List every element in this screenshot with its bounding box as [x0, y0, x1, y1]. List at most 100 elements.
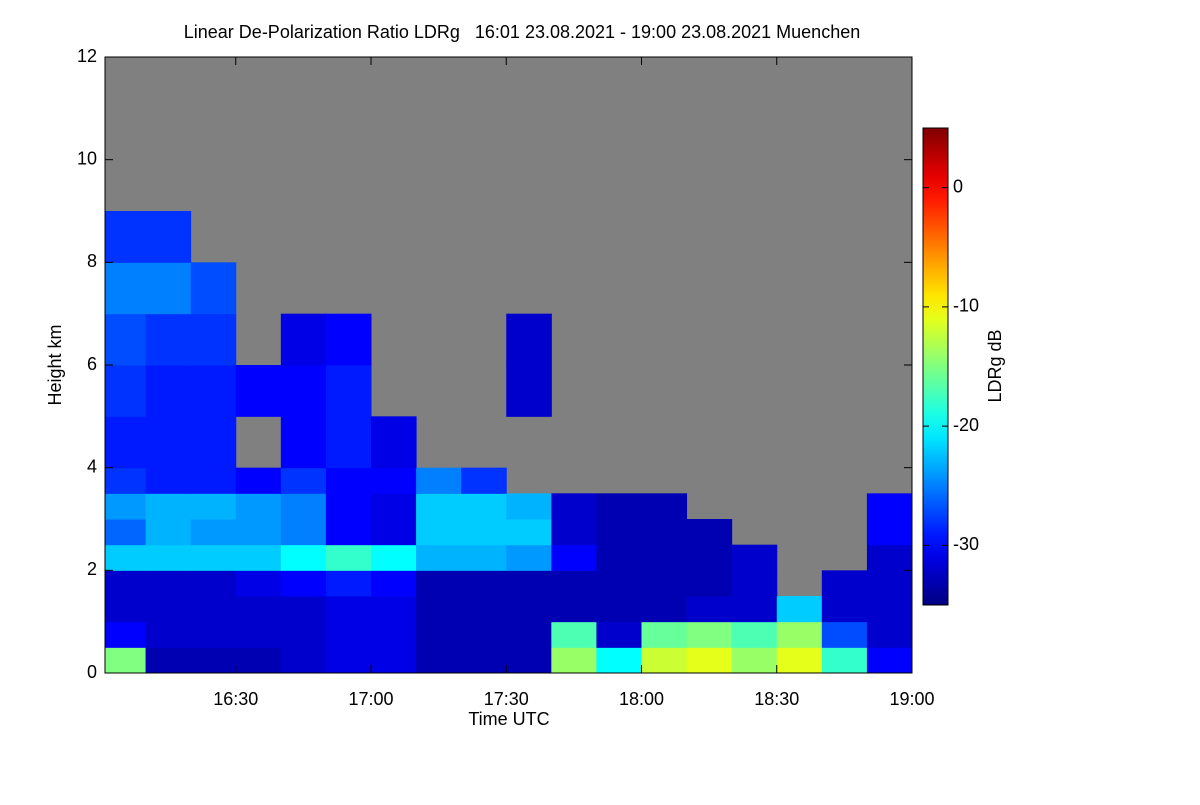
heatmap-cell: [641, 621, 688, 648]
heatmap-cell: [641, 596, 688, 623]
heatmap-cell: [641, 544, 688, 571]
heatmap-cell: [280, 647, 327, 674]
heatmap-cell: [190, 621, 237, 648]
heatmap-cell: [416, 621, 462, 648]
heatmap-cell: [190, 262, 237, 315]
heatmap-cell: [235, 544, 282, 571]
heatmap-cell: [370, 493, 417, 520]
heatmap-cell: [325, 519, 372, 546]
heatmap-cell: [145, 621, 192, 648]
heatmap-cell: [145, 493, 192, 520]
heatmap-cell: [551, 596, 597, 623]
heatmap-cell: [776, 621, 823, 648]
heatmap-cell: [416, 519, 462, 546]
heatmap-cell: [461, 519, 507, 546]
heatmap-cell: [105, 621, 147, 648]
heatmap-cell: [551, 519, 597, 546]
heatmap-cell: [325, 493, 372, 520]
heatmap-cell: [145, 544, 192, 571]
heatmap-cell: [416, 596, 462, 623]
heatmap-cell: [461, 647, 507, 674]
x-axis-label: Time UTC: [468, 709, 549, 729]
heatmap-cell: [596, 596, 642, 623]
y-axis-label: Height km: [45, 324, 65, 405]
heatmap-cell: [506, 621, 552, 648]
heatmap-cell: [641, 519, 688, 546]
heatmap-cell: [506, 596, 552, 623]
heatmap-cell: [105, 493, 147, 520]
heatmap-cell: [280, 365, 327, 417]
x-tick-label: 17:00: [348, 689, 393, 709]
heatmap-cell: [506, 493, 552, 520]
heatmap-cell: [190, 647, 237, 674]
heatmap-cell: [105, 519, 147, 546]
heatmap-cell: [731, 621, 778, 648]
heatmap-cell: [370, 570, 417, 597]
heatmap-cell: [641, 493, 688, 520]
y-tick-label: 10: [77, 148, 97, 168]
heatmap-cell: [416, 493, 462, 520]
y-tick-label: 4: [87, 456, 97, 476]
heatmap-cell: [325, 621, 372, 648]
heatmap-cell: [145, 416, 192, 469]
x-tick-label: 17:30: [484, 689, 529, 709]
heatmap-cell: [235, 570, 282, 597]
heatmap-cell: [190, 416, 237, 469]
heatmap-cell: [551, 493, 597, 520]
heatmap-cell: [280, 467, 327, 494]
heatmap-cell: [506, 570, 552, 597]
heatmap-cell: [325, 467, 372, 494]
heatmap-cell: [105, 647, 147, 674]
heatmap-cell: [596, 519, 642, 546]
heatmap-cell: [105, 365, 147, 417]
heatmap-cell: [370, 519, 417, 546]
heatmap-cell: [235, 519, 282, 546]
heatmap-cell: [506, 647, 552, 674]
heatmap-cell: [686, 621, 733, 648]
heatmap-cell: [416, 544, 462, 571]
heatmap-cell: [866, 519, 913, 546]
heatmap-cell: [641, 570, 688, 597]
heatmap-cell: [280, 416, 327, 469]
heatmap-cell: [866, 493, 913, 520]
heatmap-cell: [506, 365, 552, 417]
heatmap-cell: [235, 365, 282, 417]
heatmap-cell: [821, 647, 868, 674]
colorbar: [922, 127, 949, 606]
heatmap-cell: [731, 596, 778, 623]
heatmap-cell: [461, 493, 507, 520]
heatmap-cell: [866, 647, 913, 674]
heatmap-cell: [235, 647, 282, 674]
heatmap-cell: [461, 467, 507, 494]
heatmap-cell: [596, 544, 642, 571]
heatmap-cell: [370, 647, 417, 674]
heatmap-cell: [145, 647, 192, 674]
heatmap-cell: [731, 570, 778, 597]
y-tick-label: 6: [87, 354, 97, 374]
heatmap-cell: [280, 313, 327, 366]
heatmap-cell: [551, 647, 597, 674]
heatmap-cell: [190, 519, 237, 546]
heatmap-cell: [370, 544, 417, 571]
heatmap-cell: [731, 647, 778, 674]
colorbar-tick-label: -20: [953, 415, 979, 435]
heatmap-cell: [416, 647, 462, 674]
colorbar-tick-label: -30: [953, 534, 979, 554]
heatmap-cell: [145, 262, 192, 315]
heatmap-cell: [461, 621, 507, 648]
heatmap-cell: [235, 493, 282, 520]
heatmap-cell: [105, 596, 147, 623]
heatmap-cell: [686, 570, 733, 597]
heatmap-cell: [370, 621, 417, 648]
heatmap-cell: [235, 621, 282, 648]
heatmap-cell: [105, 262, 147, 315]
heatmap-cell: [325, 647, 372, 674]
colorbar-tick-label: -10: [953, 296, 979, 316]
heatmap-cell: [686, 596, 733, 623]
heatmap-cell: [596, 621, 642, 648]
heatmap-cell: [596, 570, 642, 597]
heatmap-cell: [551, 621, 597, 648]
heatmap-cell: [280, 621, 327, 648]
x-tick-label: 19:00: [889, 689, 934, 709]
heatmap-cell: [190, 467, 237, 494]
